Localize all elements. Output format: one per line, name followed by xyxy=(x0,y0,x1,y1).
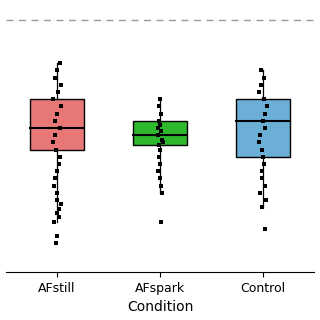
Point xyxy=(159,111,164,116)
Point xyxy=(257,90,262,95)
Point xyxy=(158,128,163,133)
Point xyxy=(52,118,57,124)
Point xyxy=(156,104,162,109)
Point xyxy=(156,118,161,124)
Point xyxy=(56,162,61,167)
Point xyxy=(260,147,265,152)
Point xyxy=(58,125,63,131)
Point xyxy=(262,125,267,131)
Point xyxy=(57,215,62,220)
Point xyxy=(57,154,62,159)
Point xyxy=(261,162,267,167)
Point xyxy=(262,226,268,231)
Point xyxy=(51,183,56,188)
Point xyxy=(55,197,60,203)
Point xyxy=(54,111,59,116)
Point xyxy=(157,162,163,167)
Point xyxy=(257,133,262,138)
Point xyxy=(160,140,165,145)
Point xyxy=(56,206,61,211)
Point xyxy=(58,104,63,109)
Point xyxy=(51,97,56,102)
Point xyxy=(157,97,162,102)
Bar xyxy=(236,99,290,157)
Point xyxy=(157,176,162,181)
Point xyxy=(52,176,58,181)
Point xyxy=(260,176,265,181)
Point xyxy=(53,133,58,138)
Point xyxy=(54,169,60,174)
Point xyxy=(58,82,63,87)
Point xyxy=(53,241,58,246)
Point xyxy=(262,183,268,188)
Point xyxy=(258,190,263,196)
Point xyxy=(261,75,266,80)
Point xyxy=(54,190,60,196)
Point xyxy=(157,123,162,128)
Point xyxy=(160,137,165,142)
Point xyxy=(158,219,164,224)
Point xyxy=(53,147,59,152)
Point xyxy=(159,183,164,188)
Point xyxy=(157,147,162,152)
Point xyxy=(51,140,56,145)
Point xyxy=(156,154,162,159)
Point xyxy=(54,211,59,216)
Point xyxy=(55,68,60,73)
Point xyxy=(156,125,161,131)
Point xyxy=(264,104,269,109)
Point xyxy=(156,133,161,138)
Point xyxy=(264,197,269,203)
Point xyxy=(262,97,267,102)
Point xyxy=(159,190,164,196)
Point xyxy=(260,205,265,210)
Bar xyxy=(133,121,187,145)
Point xyxy=(260,118,266,124)
Point xyxy=(258,68,263,73)
Point xyxy=(55,234,60,239)
Point xyxy=(58,61,63,66)
Point xyxy=(155,169,160,174)
Point xyxy=(52,75,57,80)
Point xyxy=(259,82,264,87)
Point xyxy=(156,143,162,148)
Point xyxy=(262,111,267,116)
X-axis label: Condition: Condition xyxy=(127,300,193,315)
Point xyxy=(59,202,64,207)
Point xyxy=(55,90,60,95)
Point xyxy=(51,219,56,224)
Bar xyxy=(30,99,84,150)
Point xyxy=(260,154,266,159)
Point xyxy=(256,140,261,145)
Point xyxy=(260,169,265,174)
